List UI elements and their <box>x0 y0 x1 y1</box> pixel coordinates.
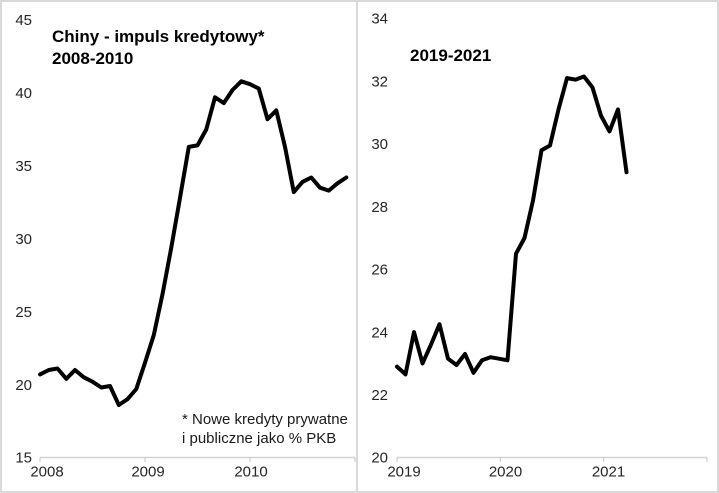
x-axis-tick-label: 2021 <box>592 464 625 481</box>
panel-divider <box>356 2 358 491</box>
y-axis-tick-label: 28 <box>371 199 388 216</box>
y-axis-tick-label: 15 <box>15 450 32 467</box>
chart-title-left-line2: 2008-2010 <box>52 49 134 68</box>
footnote-line1: * Nowe kredyty prywatne <box>182 411 348 428</box>
line-chart-2008-2010: 2008 2009 2010 15 20 25 30 35 40 45 <box>15 12 356 481</box>
x-axis-tick-label: 2020 <box>489 464 522 481</box>
x-axis-tick-label: 2019 <box>387 464 420 481</box>
y-axis-tick-label: 20 <box>371 450 388 467</box>
y-axis-tick-label: 25 <box>15 304 32 321</box>
y-axis-tick-label: 32 <box>371 73 388 90</box>
y-axis-tick-label: 35 <box>15 158 32 175</box>
chart-title-left-line1: Chiny - impuls kredytowy* <box>52 27 265 46</box>
footnote-line2: i publiczne jako % PKB <box>182 429 337 447</box>
y-axis-tick-label: 45 <box>15 12 32 29</box>
y-axis-tick-label: 34 <box>371 11 388 28</box>
chart-footnote: * Nowe kredyty prywatne i publiczne jako… <box>182 411 348 448</box>
y-axis-tick-label: 40 <box>15 85 32 102</box>
x-axis-tick-label: 2008 <box>30 464 63 481</box>
data-series-line <box>395 74 629 377</box>
y-axis-tick-label: 30 <box>371 136 388 153</box>
chart-title-left: Chiny - impuls kredytowy* 2008-2010 <box>52 26 265 70</box>
chart-title-right: 2019-2021 <box>410 46 492 65</box>
y-axis-tick-label: 30 <box>15 231 32 248</box>
x-axis-tick-label: 2009 <box>131 464 164 481</box>
y-axis-tick-label: 26 <box>371 262 388 279</box>
chart-panel-2019-2021: 2019-2021 2019 2020 2021 20 22 24 26 28 30 32 34 <box>358 2 717 491</box>
chart-panel-2008-2010: Chiny - impuls kredytowy* 2008-2010 2008… <box>2 2 356 491</box>
y-axis-tick-label: 22 <box>371 387 388 404</box>
x-axis-tick-label: 2010 <box>234 464 267 481</box>
data-series-line <box>38 79 349 407</box>
y-axis-tick-label: 20 <box>15 377 32 394</box>
y-axis-tick-label: 24 <box>371 324 388 341</box>
